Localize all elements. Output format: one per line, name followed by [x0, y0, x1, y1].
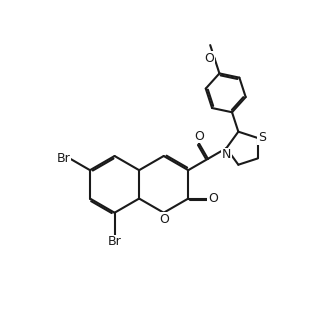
Text: Br: Br [57, 152, 70, 165]
Text: Br: Br [108, 236, 122, 248]
Text: S: S [258, 131, 266, 144]
Text: O: O [194, 130, 204, 143]
Text: O: O [159, 213, 169, 226]
Text: N: N [222, 148, 231, 161]
Text: O: O [208, 192, 218, 205]
Text: O: O [205, 52, 215, 65]
